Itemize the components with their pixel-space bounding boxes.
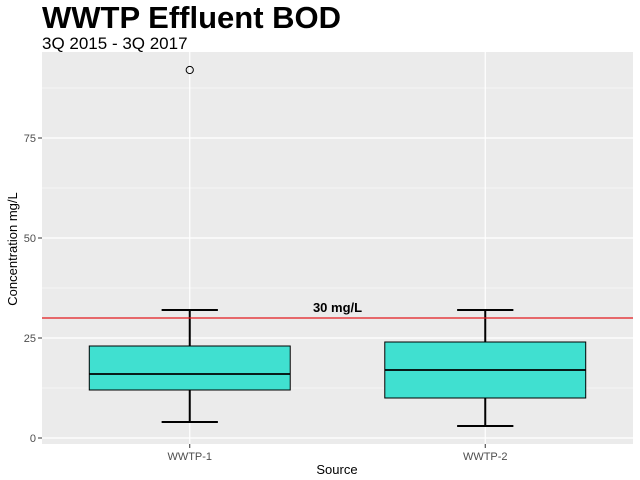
y-tick-label: 50 (24, 233, 36, 245)
reference-line-label: 30 mg/L (313, 300, 362, 315)
chart-subtitle: 3Q 2015 - 3Q 2017 (42, 34, 188, 53)
x-tick-label: WWTP-2 (463, 451, 508, 463)
y-tick-label: 25 (24, 333, 36, 345)
boxes (88, 65, 587, 427)
box-iqr (88, 345, 291, 391)
box-wwtp-2 (384, 309, 587, 427)
outlier-point (185, 65, 194, 75)
y-tick-label: 0 (30, 433, 36, 445)
chart-title: WWTP Effluent BOD (42, 0, 342, 35)
x-tick-label: WWTP-1 (167, 451, 212, 463)
x-axis-label: Source (316, 462, 357, 477)
y-tick-label: 75 (24, 133, 36, 145)
y-axis-label: Concentration mg/L (5, 192, 20, 305)
box-wwtp-1 (88, 65, 291, 423)
x-axis: WWTP-1 WWTP-2 (167, 444, 508, 463)
y-axis: 0 25 50 75 (24, 133, 42, 445)
reference-line-group: 30 mg/L (42, 300, 633, 319)
